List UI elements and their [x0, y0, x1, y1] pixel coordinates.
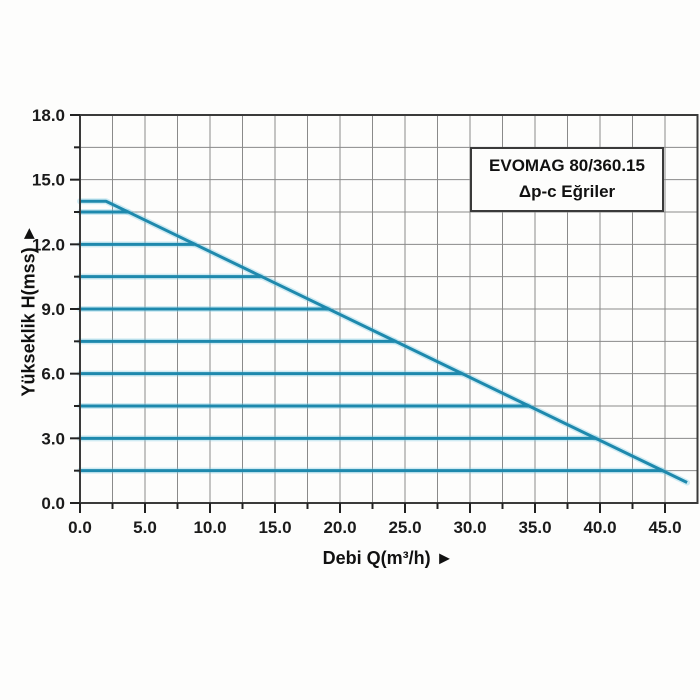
x-tick-label: 30.0: [453, 518, 486, 537]
x-tick-label: 35.0: [518, 518, 551, 537]
y-tick-label: 12.0: [32, 235, 65, 254]
x-tick-label: 25.0: [388, 518, 421, 537]
y-tick-label: 3.0: [41, 429, 65, 448]
series-line-pump-max-curve: [80, 199, 688, 484]
x-axis-title: Debi Q(m³/h) ►: [322, 548, 454, 568]
legend-box: EVOMAG 80/360.15 Δp-c Eğriler: [470, 147, 664, 212]
y-tick-label: 6.0: [41, 365, 65, 384]
legend-model-label: EVOMAG 80/360.15: [489, 155, 645, 175]
y-tick-label: 18.0: [32, 106, 65, 125]
legend-curve-type-label: Δp-c Eğriler: [518, 182, 616, 202]
y-tick-label: 15.0: [32, 171, 65, 190]
x-tick-label: 20.0: [323, 518, 356, 537]
y-axis-title: Yükseklik H(mss) ►: [18, 224, 39, 397]
x-tick-label: 15.0: [258, 518, 291, 537]
x-tick-label: 45.0: [648, 518, 681, 537]
y-tick-label: 0.0: [41, 494, 65, 513]
y-tick-label: 9.0: [41, 300, 65, 319]
x-tick-label: 10.0: [193, 518, 226, 537]
x-tick-label: 5.0: [133, 518, 157, 537]
x-tick-label: 0.0: [68, 518, 92, 537]
x-tick-label: 40.0: [583, 518, 616, 537]
